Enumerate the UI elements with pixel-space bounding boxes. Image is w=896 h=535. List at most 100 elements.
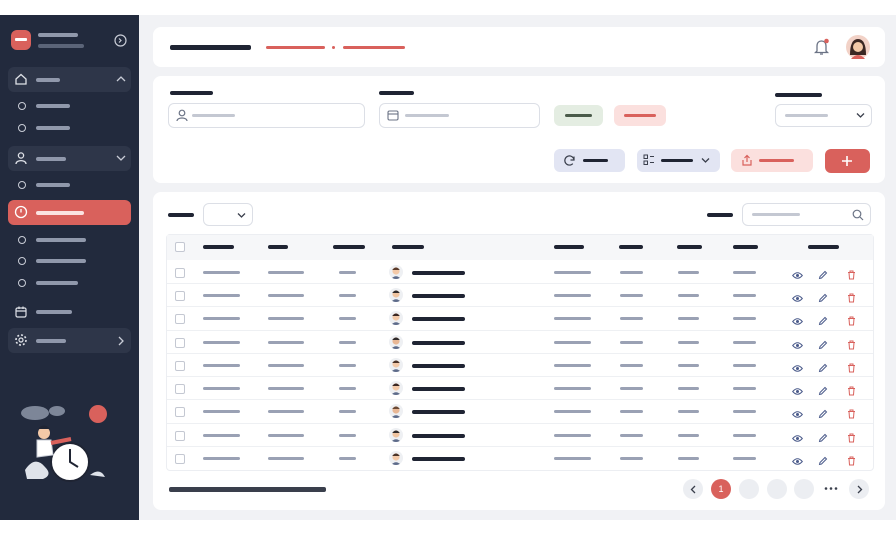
nav-settings[interactable] bbox=[8, 328, 131, 353]
view-action[interactable] bbox=[792, 360, 803, 378]
delete-action[interactable] bbox=[847, 267, 856, 285]
cell bbox=[733, 434, 756, 437]
column-header[interactable] bbox=[554, 245, 584, 249]
date-input[interactable] bbox=[379, 103, 540, 128]
nav-home[interactable] bbox=[8, 67, 131, 92]
breadcrumb[interactable] bbox=[343, 46, 405, 49]
notifications[interactable] bbox=[814, 38, 830, 56]
row-divider bbox=[167, 283, 873, 284]
view-action[interactable] bbox=[792, 313, 803, 331]
edit-action[interactable] bbox=[818, 313, 828, 331]
view-action[interactable] bbox=[792, 290, 803, 308]
add-button[interactable] bbox=[825, 149, 870, 173]
nav-subitem[interactable] bbox=[36, 238, 86, 242]
cell bbox=[620, 387, 643, 390]
delete-action[interactable] bbox=[847, 337, 856, 355]
view-button[interactable] bbox=[637, 149, 720, 172]
delete-action[interactable] bbox=[847, 313, 856, 331]
nav-users[interactable] bbox=[8, 146, 131, 171]
edit-action[interactable] bbox=[818, 337, 828, 355]
cell bbox=[203, 317, 240, 320]
row-checkbox[interactable] bbox=[175, 454, 185, 464]
page-button[interactable] bbox=[794, 479, 814, 499]
cell bbox=[620, 341, 643, 344]
cell-name bbox=[412, 457, 465, 461]
row-checkbox[interactable] bbox=[175, 338, 185, 348]
nav-subitem[interactable] bbox=[36, 126, 70, 130]
column-header[interactable] bbox=[203, 245, 234, 249]
edit-action[interactable] bbox=[818, 430, 828, 448]
nav-subitem-dot bbox=[18, 181, 26, 189]
page-button[interactable] bbox=[739, 479, 759, 499]
current-page[interactable]: 1 bbox=[711, 479, 731, 499]
column-header[interactable] bbox=[268, 245, 288, 249]
column-header[interactable] bbox=[808, 245, 839, 249]
top-bar bbox=[153, 27, 885, 67]
header-checkbox[interactable] bbox=[175, 242, 185, 252]
export-button[interactable] bbox=[731, 149, 813, 172]
view-action[interactable] bbox=[792, 337, 803, 355]
select-input[interactable] bbox=[775, 104, 872, 127]
prev-page[interactable] bbox=[683, 479, 703, 499]
cell bbox=[268, 317, 304, 320]
view-action[interactable] bbox=[792, 383, 803, 401]
row-divider bbox=[167, 376, 873, 377]
column-header[interactable] bbox=[619, 245, 643, 249]
row-checkbox[interactable] bbox=[175, 361, 185, 371]
view-action[interactable] bbox=[792, 267, 803, 285]
row-checkbox[interactable] bbox=[175, 407, 185, 417]
cell-name bbox=[412, 410, 465, 414]
table-search[interactable] bbox=[742, 203, 871, 226]
cell bbox=[203, 457, 240, 460]
column-header[interactable] bbox=[333, 245, 365, 249]
cell bbox=[733, 294, 756, 297]
delete-action[interactable] bbox=[847, 430, 856, 448]
row-checkbox[interactable] bbox=[175, 291, 185, 301]
view-action[interactable] bbox=[792, 430, 803, 448]
cell bbox=[733, 271, 756, 274]
next-page[interactable] bbox=[849, 479, 869, 499]
search-input[interactable] bbox=[168, 103, 365, 128]
cell bbox=[620, 434, 643, 437]
column-header[interactable] bbox=[733, 245, 758, 249]
nav-subitem-dot bbox=[18, 257, 26, 265]
breadcrumb[interactable] bbox=[266, 46, 325, 49]
delete-action[interactable] bbox=[847, 290, 856, 308]
nav-subitem[interactable] bbox=[36, 183, 70, 187]
row-checkbox[interactable] bbox=[175, 314, 185, 324]
edit-action[interactable] bbox=[818, 267, 828, 285]
edit-action[interactable] bbox=[818, 290, 828, 308]
row-avatar bbox=[389, 311, 403, 325]
row-checkbox[interactable] bbox=[175, 268, 185, 278]
view-action[interactable] bbox=[792, 453, 803, 471]
edit-action[interactable] bbox=[818, 360, 828, 378]
delete-action[interactable] bbox=[847, 406, 856, 424]
page-button[interactable] bbox=[767, 479, 787, 499]
column-header[interactable] bbox=[392, 245, 424, 249]
column-header[interactable] bbox=[677, 245, 702, 249]
status-chip[interactable] bbox=[614, 105, 666, 126]
edit-action[interactable] bbox=[818, 453, 828, 471]
refresh-button[interactable] bbox=[554, 149, 625, 172]
row-checkbox[interactable] bbox=[175, 431, 185, 441]
edit-action[interactable] bbox=[818, 383, 828, 401]
collapse-toggle[interactable] bbox=[114, 34, 127, 47]
row-divider bbox=[167, 353, 873, 354]
cell bbox=[268, 457, 304, 460]
delete-action[interactable] bbox=[847, 453, 856, 471]
row-checkbox[interactable] bbox=[175, 384, 185, 394]
row-divider bbox=[167, 306, 873, 307]
status-chip[interactable] bbox=[554, 105, 603, 126]
user-avatar[interactable] bbox=[846, 35, 870, 59]
edit-action[interactable] bbox=[818, 406, 828, 424]
nav-subitem[interactable] bbox=[36, 104, 70, 108]
delete-action[interactable] bbox=[847, 383, 856, 401]
cell bbox=[678, 410, 699, 413]
delete-action[interactable] bbox=[847, 360, 856, 378]
page-size-select[interactable] bbox=[203, 203, 253, 226]
cell bbox=[339, 457, 356, 460]
view-action[interactable] bbox=[792, 406, 803, 424]
nav-subitem[interactable] bbox=[36, 281, 78, 285]
nav-subitem[interactable] bbox=[36, 259, 86, 263]
